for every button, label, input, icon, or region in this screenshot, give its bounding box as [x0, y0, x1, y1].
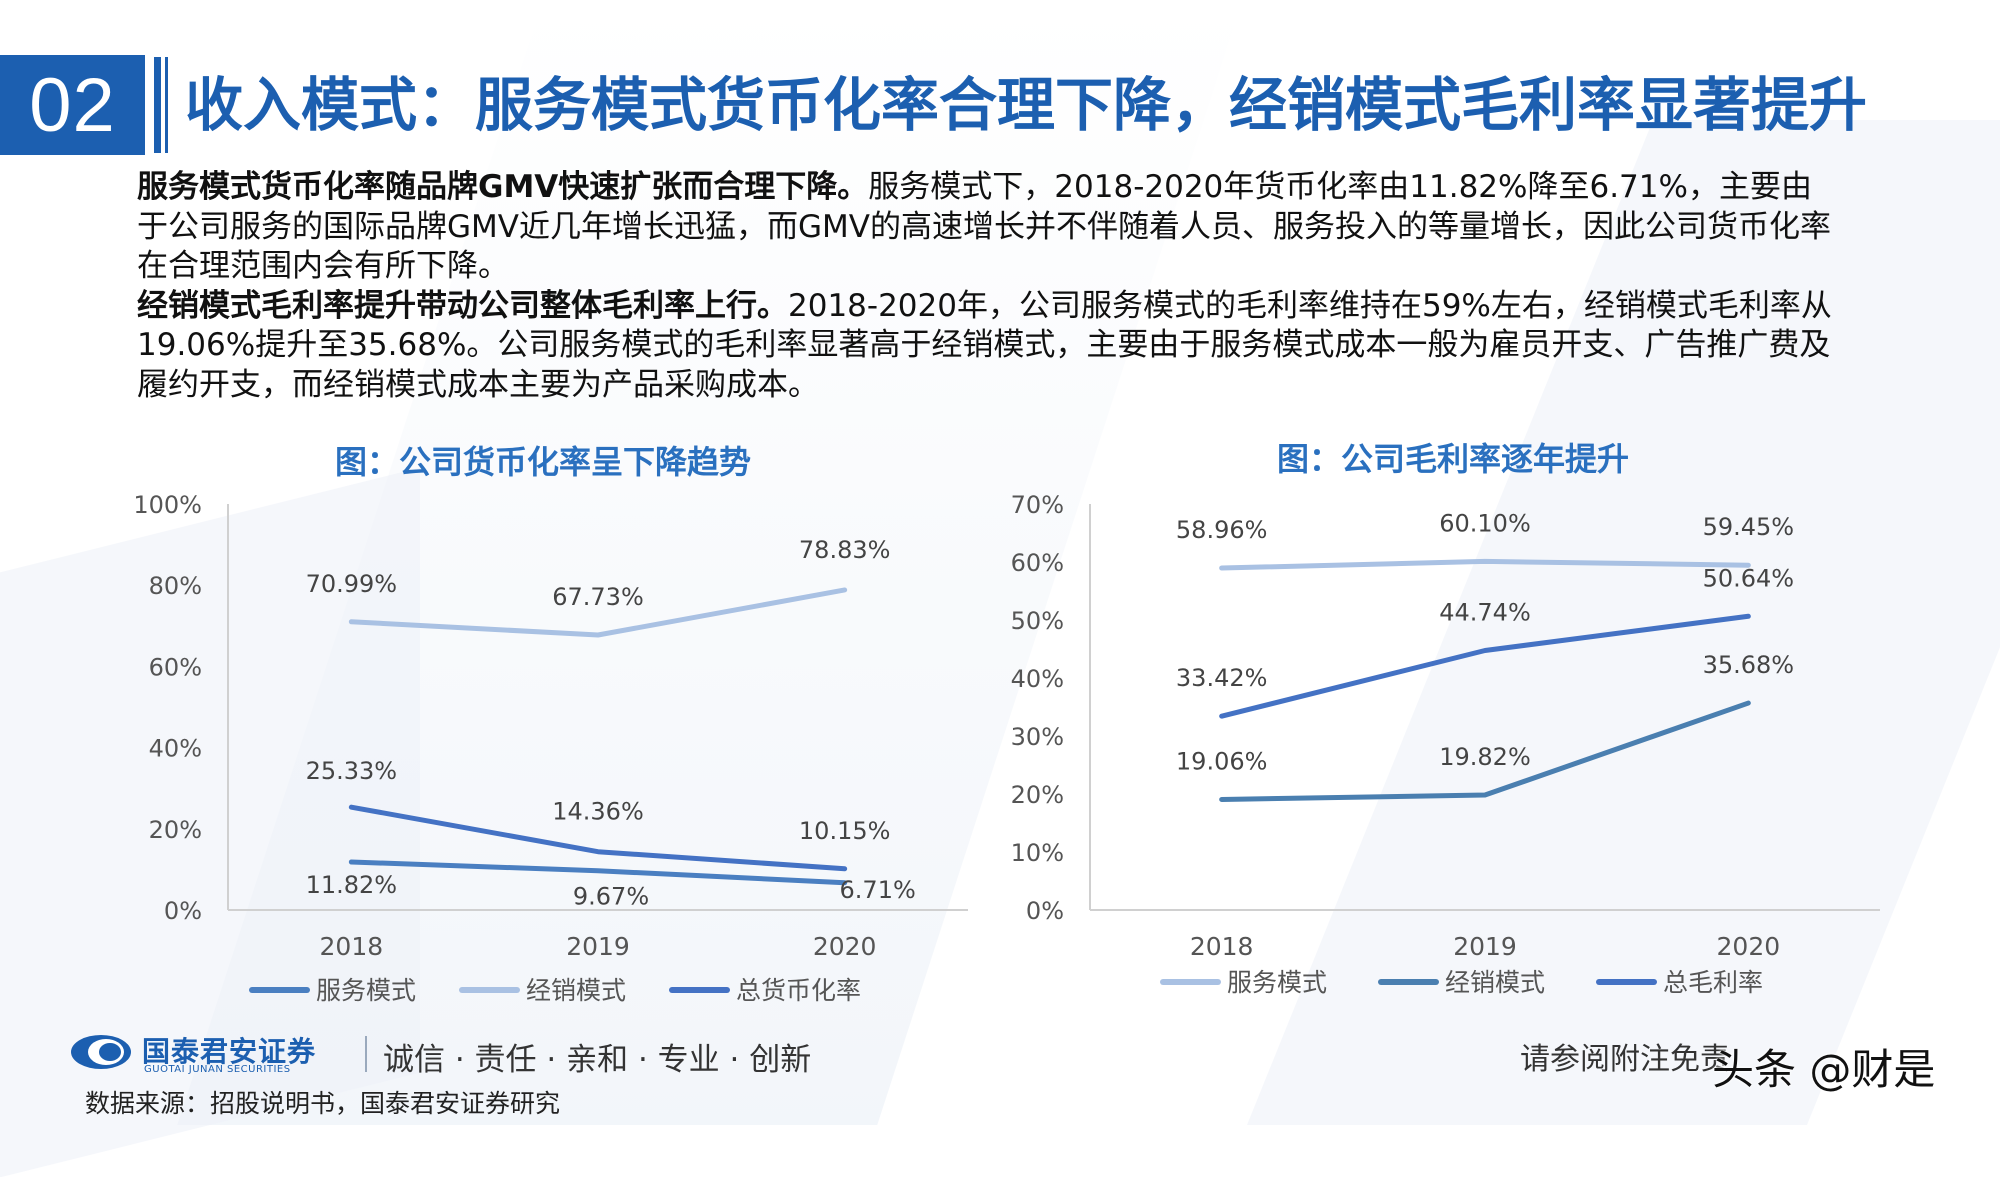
series-line — [1219, 613, 1751, 719]
y-tick-label: 60% — [149, 653, 202, 681]
data-label: 19.06% — [1176, 747, 1268, 775]
data-label: 59.45% — [1703, 513, 1795, 541]
x-tick-label: 2020 — [813, 932, 877, 961]
footer-divider — [365, 1036, 367, 1072]
y-tick-label: 20% — [149, 816, 202, 844]
y-tick-label: 0% — [1026, 897, 1064, 925]
data-source-note: 数据来源：招股说明书，国泰君安证券研究 — [85, 1089, 561, 1118]
legend-label: 总毛利率 — [1663, 968, 1763, 997]
legend-label: 经销模式 — [1445, 968, 1545, 997]
data-label: 25.33% — [306, 757, 398, 785]
footer-slogan: 诚信 · 责任 · 亲和 · 专业 · 创新 — [383, 1042, 812, 1078]
body-text: 服务模式货币化率随品牌GMV快速扩张而合理下降。服务模式下，2018-2020年… — [137, 168, 1837, 405]
data-label: 33.42% — [1176, 664, 1268, 692]
data-label: 35.68% — [1703, 651, 1795, 679]
y-tick-label: 100% — [133, 491, 202, 519]
legend-label: 服务模式 — [316, 976, 416, 1005]
paragraph-2-lead: 经销模式毛利率提升带动公司整体毛利率上行。 — [137, 287, 788, 324]
data-label: 6.71% — [840, 876, 916, 904]
footer-company-name: 国泰君安证券 — [142, 1035, 317, 1068]
x-tick-label: 2018 — [1190, 932, 1254, 961]
legend-label: 总货币化率 — [736, 976, 861, 1005]
paragraph-2: 经销模式毛利率提升带动公司整体毛利率上行。2018-2020年，公司服务模式的毛… — [137, 287, 1837, 406]
y-tick-label: 40% — [1011, 665, 1064, 693]
data-label: 67.73% — [552, 583, 644, 611]
series-line — [348, 587, 848, 638]
section-number: 02 — [0, 55, 145, 155]
chart-2-title: 图：公司毛利率逐年提升 — [1277, 440, 1630, 478]
y-tick-label: 60% — [1011, 549, 1064, 577]
data-label: 19.82% — [1439, 743, 1531, 771]
series-line — [1219, 558, 1751, 571]
footer-disclaimer: 请参阅附注免责 — [1520, 1042, 1730, 1077]
x-tick-label: 2019 — [1453, 932, 1517, 961]
data-label: 10.15% — [799, 817, 891, 845]
series-line — [1219, 700, 1751, 802]
y-tick-label: 70% — [1011, 491, 1064, 519]
series-line — [348, 804, 848, 872]
paragraph-1-lead: 服务模式货币化率随品牌GMV快速扩张而合理下降。 — [137, 169, 869, 205]
y-tick-label: 30% — [1011, 723, 1064, 751]
y-tick-label: 0% — [164, 897, 202, 925]
page-header: 02 收入模式：服务模式货币化率合理下降，经销模式毛利率显著提升 — [0, 55, 2000, 155]
y-tick-label: 50% — [1011, 607, 1064, 635]
paragraph-1: 服务模式货币化率随品牌GMV快速扩张而合理下降。服务模式下，2018-2020年… — [137, 168, 1837, 287]
data-label: 60.10% — [1439, 509, 1531, 537]
data-label: 50.64% — [1703, 564, 1795, 592]
header-divider — [165, 57, 168, 153]
y-tick-label: 20% — [1011, 781, 1064, 809]
data-label: 11.82% — [306, 871, 398, 899]
data-label: 44.74% — [1439, 599, 1531, 627]
legend-label: 服务模式 — [1227, 968, 1327, 997]
y-tick-label: 10% — [1011, 839, 1064, 867]
footer-company-name-en: GUOTAI JUNAN SECURITIES — [144, 1064, 291, 1075]
x-tick-label: 2018 — [320, 932, 384, 961]
chart-gross-margin: 0% 10% 20% 30% 40% 50% 60% 70% 2018 2019 2020 58.96… — [1011, 491, 1880, 997]
x-tick-label: 2019 — [566, 932, 630, 961]
series-line — [348, 859, 848, 886]
data-label: 9.67% — [573, 883, 649, 911]
page-title: 收入模式：服务模式货币化率合理下降，经销模式毛利率显著提升 — [185, 71, 1868, 139]
company-logo-icon — [71, 1035, 131, 1069]
chart-1-title: 图：公司货币化率呈下降趋势 — [335, 443, 752, 481]
y-tick-label: 40% — [149, 735, 202, 763]
chart-monetization-rate: 0% 20% 40% 60% 80% 100% 2018 2019 2020 11.82% 9.67… — [133, 491, 968, 1005]
data-label: 78.83% — [799, 536, 891, 564]
data-label: 70.99% — [306, 570, 398, 598]
data-label: 58.96% — [1176, 516, 1268, 544]
y-tick-label: 80% — [149, 572, 202, 600]
legend-label: 经销模式 — [526, 976, 626, 1005]
header-divider — [154, 57, 161, 153]
paragraph-1-text: 服务模式下，2018-2020年货币化率由11.82%降至6.71%，主要由于公… — [137, 169, 1831, 284]
data-label: 14.36% — [552, 798, 644, 826]
x-tick-label: 2020 — [1717, 932, 1781, 961]
watermark: 头条 @财是 — [1712, 1045, 1936, 1094]
paragraph-2-text: 2018-2020年，公司服务模式的毛利率维持在59%左右，经销模式毛利率从19… — [137, 287, 1832, 403]
